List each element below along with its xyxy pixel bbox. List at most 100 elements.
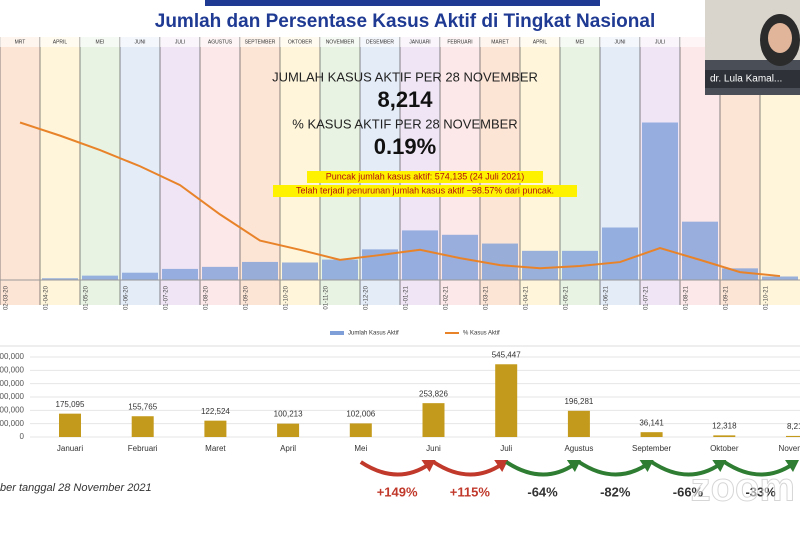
month-band bbox=[80, 37, 120, 305]
band-header bbox=[200, 37, 240, 47]
band-header bbox=[640, 37, 680, 47]
source-note: ber tanggal 28 November 2021 bbox=[0, 482, 152, 494]
band-header bbox=[280, 37, 320, 47]
case-bar bbox=[682, 221, 718, 280]
arrow-head bbox=[639, 460, 654, 472]
arrow-head bbox=[494, 460, 509, 472]
highlight-text: Puncak jumlah kasus aktif: 574,135 (24 J… bbox=[326, 171, 525, 181]
change-label: -64% bbox=[527, 484, 558, 499]
month-band bbox=[240, 37, 280, 305]
month-label: JUNI bbox=[614, 39, 625, 45]
watermark: zoom bbox=[691, 466, 795, 510]
value-label: 196,281 bbox=[564, 397, 593, 406]
month-bar bbox=[640, 432, 663, 437]
band-header bbox=[680, 37, 720, 47]
change-arrow bbox=[359, 460, 431, 477]
band-header bbox=[480, 37, 520, 47]
month-label: Januari bbox=[57, 444, 83, 453]
value-label: 8,214 bbox=[787, 422, 800, 431]
y-tick-label: 500,000 bbox=[0, 365, 25, 374]
case-bar bbox=[82, 275, 118, 280]
arrow-head bbox=[421, 460, 436, 472]
pct-heading: % KASUS AKTIF PER 28 NOVEMBER bbox=[292, 116, 517, 131]
y-tick-label: 200,000 bbox=[0, 405, 25, 414]
date-label: 01-06-20 bbox=[124, 285, 130, 310]
month-label: APRIL bbox=[53, 39, 68, 45]
case-bar bbox=[162, 268, 198, 280]
month-label: MEI bbox=[96, 39, 105, 45]
band-header bbox=[320, 37, 360, 47]
arrow-head bbox=[785, 460, 799, 472]
month-label: Maret bbox=[205, 444, 226, 453]
band-header bbox=[560, 37, 600, 47]
date-label: 01-01-21 bbox=[404, 285, 410, 310]
month-label: JUNI bbox=[134, 39, 145, 45]
webcam: dr. Lula Kamal... bbox=[705, 0, 800, 95]
change-arrow bbox=[650, 460, 722, 477]
y-tick-label: 100,000 bbox=[0, 419, 25, 428]
month-label: SEPTEMBER bbox=[245, 39, 276, 45]
month-label: Juni bbox=[426, 444, 441, 453]
case-bar bbox=[762, 276, 798, 280]
value-label: 545,447 bbox=[492, 350, 521, 359]
band-header bbox=[240, 37, 280, 47]
change-label: -33% bbox=[745, 484, 776, 499]
month-band bbox=[160, 37, 200, 305]
date-label: 01-07-20 bbox=[164, 285, 170, 310]
y-tick-label: 400,000 bbox=[0, 379, 25, 388]
case-bar bbox=[642, 122, 678, 280]
month-label: FEBRUARI bbox=[447, 39, 472, 45]
case-bar bbox=[202, 266, 238, 280]
case-bar bbox=[602, 227, 638, 280]
change-label: -82% bbox=[600, 484, 631, 499]
month-bar bbox=[204, 420, 227, 437]
month-label: Oktober bbox=[710, 444, 739, 453]
band-header bbox=[440, 37, 480, 47]
change-arrow bbox=[723, 460, 795, 477]
change-label: +115% bbox=[450, 484, 491, 499]
y-tick-label: 300,000 bbox=[0, 392, 25, 401]
case-bar bbox=[322, 259, 358, 280]
band-header bbox=[160, 37, 200, 47]
value-label: 155,765 bbox=[128, 402, 157, 411]
legend-label: % Kasus Aktif bbox=[463, 331, 500, 337]
date-label: 01-10-21 bbox=[764, 285, 770, 310]
count-heading: JUMLAH KASUS AKTIF PER 28 NOVEMBER bbox=[272, 69, 538, 84]
month-bar bbox=[59, 413, 81, 437]
month-bar bbox=[349, 423, 372, 437]
date-label: 01-04-20 bbox=[44, 285, 50, 310]
pct-value: 0.19% bbox=[374, 134, 436, 159]
month-band bbox=[0, 37, 40, 305]
case-bar bbox=[42, 278, 78, 280]
date-label: 01-08-21 bbox=[684, 285, 690, 310]
month-bar bbox=[713, 435, 736, 437]
date-label: 01-06-21 bbox=[604, 285, 610, 310]
month-label: MRT bbox=[15, 39, 26, 45]
case-bar bbox=[722, 268, 758, 280]
count-value: 8,214 bbox=[377, 87, 433, 112]
value-label: 175,095 bbox=[56, 400, 85, 409]
month-label: JULI bbox=[655, 39, 665, 45]
y-tick-label: 600,000 bbox=[0, 352, 25, 361]
date-label: 01-09-20 bbox=[244, 285, 250, 310]
band-header bbox=[120, 37, 160, 47]
value-label: 102,006 bbox=[346, 410, 375, 419]
presenter-name: dr. Lula Kamal... bbox=[710, 74, 782, 85]
highlight-bg bbox=[307, 171, 543, 183]
date-label: 01-04-21 bbox=[524, 285, 530, 310]
date-label: 01-03-21 bbox=[484, 285, 490, 310]
month-label: Mei bbox=[354, 444, 367, 453]
percent-line bbox=[19, 121, 781, 278]
change-arrow bbox=[577, 460, 649, 477]
change-label: -66% bbox=[673, 484, 704, 499]
case-bar bbox=[402, 230, 438, 280]
month-label: OKTOBER bbox=[288, 39, 313, 45]
band-header bbox=[0, 37, 40, 47]
case-bar bbox=[522, 250, 558, 280]
date-label: 01-11-20 bbox=[324, 285, 330, 309]
arrow-head bbox=[566, 460, 581, 472]
month-bar bbox=[786, 435, 800, 437]
band-header bbox=[360, 37, 400, 47]
month-label: Agustus bbox=[564, 444, 593, 453]
